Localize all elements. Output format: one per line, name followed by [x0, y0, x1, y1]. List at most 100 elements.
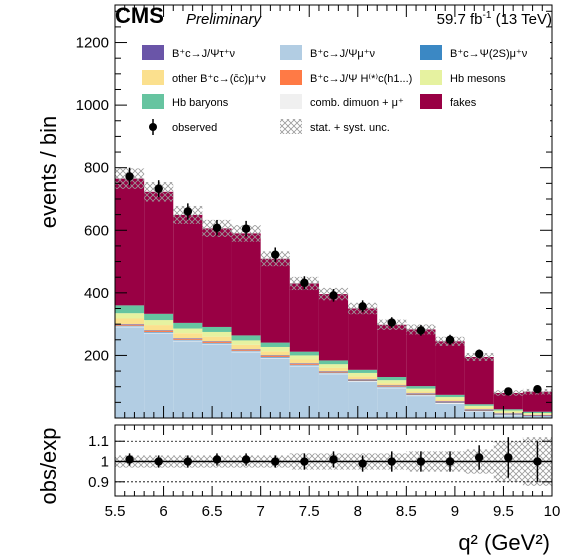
bar-hb-mesons-bin-2	[173, 328, 203, 334]
observed-point-5	[271, 250, 280, 259]
legend-label: B⁺c→J/Ψμ⁺ν	[310, 48, 376, 60]
x-tick-label-9: 10	[544, 503, 561, 520]
legend-swatch-fakes	[420, 94, 442, 109]
bar-comb-dimuon-bin-13	[493, 414, 523, 416]
bar-comb-dimuon-bin-11	[435, 402, 465, 404]
bar-bc-jpsimu-bin-7	[318, 374, 349, 418]
bar-comb-dimuon-bin-4	[231, 351, 261, 353]
legend-label: fakes	[450, 97, 477, 109]
bar-comb-dimuon-bin-14	[522, 416, 552, 418]
x-tick-label-6: 8.5	[396, 503, 417, 520]
bar-bc-hc-bin-5	[260, 356, 290, 357]
y-tick-label-1: 400	[84, 285, 109, 302]
bar-bc-jpsimu-bin-9	[377, 388, 407, 418]
bar-bc-jpsitau-bin-11	[435, 401, 465, 402]
ratio-point-1	[154, 457, 163, 466]
bar-hb-mesons-bin-14	[522, 412, 552, 415]
bar-fakes-bin-12	[464, 356, 494, 405]
legend-swatch-bc-psi2s	[420, 45, 442, 60]
legend-swatch-hb-mesons	[420, 70, 442, 85]
observed-point-0	[125, 172, 134, 181]
bar-hb-baryons-bin-7	[318, 360, 349, 365]
bar-bc-hc-bin-12	[464, 409, 494, 411]
bar-hb-mesons-bin-6	[289, 355, 319, 360]
bar-comb-dimuon-bin-0	[115, 326, 145, 328]
bar-bc-psi2s-bin-3	[202, 342, 232, 344]
legend-label: Hb baryons	[172, 97, 229, 109]
legend-label: observed	[172, 122, 217, 134]
bar-hb-mesons-bin-11	[435, 397, 465, 400]
bar-other-cc-bin-3	[202, 336, 232, 342]
legend-swatch-bc-hc	[280, 70, 302, 85]
bar-bc-jpsitau-bin-2	[173, 338, 203, 339]
bar-hb-baryons-bin-13	[493, 409, 523, 411]
legend-entry-bc-jpsitau: B⁺c→J/Ψτ⁺ν	[142, 45, 236, 60]
cms-label: CMS	[115, 3, 164, 28]
legend-label: comb. dimuon + μ⁺	[310, 97, 404, 109]
bar-bc-jpsimu-bin-11	[435, 403, 465, 418]
bar-fakes-bin-2	[173, 214, 203, 323]
ratio-point-13	[504, 453, 513, 462]
legend-marker-observed	[149, 123, 157, 131]
observed-point-11	[445, 335, 455, 344]
bar-comb-dimuon-bin-5	[260, 357, 290, 359]
observed-point-6	[300, 278, 309, 288]
bar-fakes-bin-7	[318, 294, 349, 361]
ratio-tick-label-0: 0.9	[88, 474, 109, 491]
bar-other-cc-bin-8	[348, 376, 378, 380]
bar-hb-mesons-bin-4	[231, 340, 261, 345]
observed-point-9	[387, 318, 396, 327]
bar-bc-jpsitau-bin-5	[260, 355, 290, 357]
bar-hb-baryons-bin-0	[115, 305, 145, 314]
bar-bc-psi2s-bin-5	[260, 356, 290, 358]
ratio-frame	[114, 424, 553, 497]
bar-bc-psi2s-bin-14	[522, 415, 552, 417]
ratio-point-3	[212, 455, 222, 464]
luminosity-label: 59.7 fb-1 (13 TeV)	[437, 10, 552, 28]
bar-bc-jpsimu-bin-13	[493, 415, 523, 418]
bar-other-cc-bin-1	[144, 325, 174, 331]
ratio-point-10	[416, 457, 426, 466]
observed-point-1	[154, 184, 163, 193]
bar-bc-hc-bin-4	[231, 349, 261, 351]
bar-hb-baryons-bin-6	[289, 351, 319, 356]
bar-comb-dimuon-bin-2	[173, 340, 203, 342]
bar-fakes-bin-1	[144, 191, 174, 314]
observed-point-12	[474, 349, 484, 359]
observed-point-8	[358, 302, 367, 311]
bar-hb-mesons-bin-9	[377, 380, 407, 384]
bar-bc-hc-bin-6	[289, 363, 319, 365]
bar-comb-dimuon-bin-12	[464, 411, 494, 412]
bar-bc-jpsitau-bin-13	[493, 413, 523, 414]
legend-entry-fakes: fakes	[420, 94, 477, 109]
lumi-value: 59.7 fb	[437, 11, 483, 28]
bar-bc-hc-bin-8	[348, 379, 378, 381]
y-tick-label-3: 800	[84, 160, 109, 177]
bar-fakes-bin-10	[406, 329, 436, 387]
bar-fakes-bin-0	[115, 178, 145, 306]
bar-bc-psi2s-bin-8	[348, 380, 378, 382]
y-tick-label-0: 200	[84, 347, 109, 364]
bar-comb-dimuon-bin-7	[318, 373, 349, 375]
legend-swatch-hb-baryons	[142, 94, 164, 109]
y-tick-label-5: 1200	[76, 35, 109, 52]
bar-comb-dimuon-bin-9	[377, 387, 407, 389]
bar-hb-mesons-bin-10	[406, 388, 436, 392]
bar-fakes-bin-3	[202, 228, 232, 327]
bar-bc-jpsitau-bin-7	[318, 371, 349, 373]
ratio-point-5	[271, 457, 280, 466]
ratio-point-0	[125, 455, 134, 464]
ratio-point-8	[358, 459, 367, 468]
x-tick-label-0: 5.5	[105, 503, 126, 520]
bar-bc-psi2s-bin-6	[289, 364, 319, 366]
bar-fakes-bin-4	[231, 233, 261, 336]
bar-hb-baryons-bin-3	[202, 326, 232, 332]
bar-bc-hc-bin-0	[115, 324, 145, 326]
bar-other-cc-bin-12	[464, 407, 494, 410]
legend-label: other B⁺c→(c̄c)μ⁺ν	[172, 73, 266, 85]
bar-bc-hc-bin-3	[202, 341, 232, 343]
legend-swatch-unc	[280, 119, 302, 134]
bar-hb-mesons-bin-12	[464, 405, 494, 408]
bar-bc-jpsimu-bin-5	[260, 358, 290, 418]
